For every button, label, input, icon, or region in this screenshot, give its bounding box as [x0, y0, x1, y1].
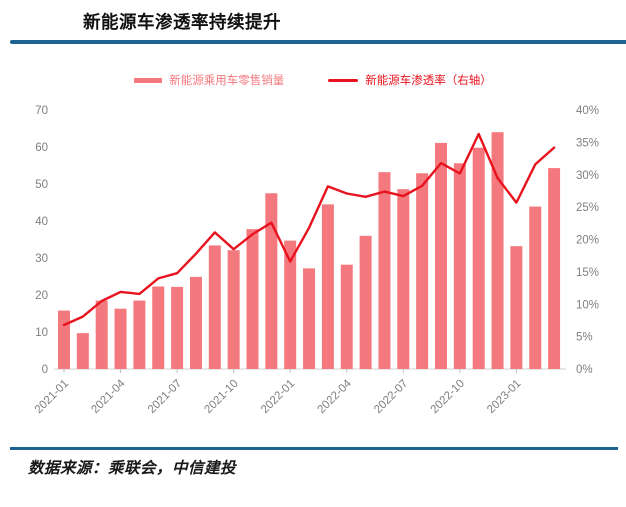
svg-text:20%: 20%	[576, 235, 599, 247]
bar-series-marker-icon	[134, 77, 163, 83]
footer-divider-rule	[10, 447, 618, 450]
nev-sales-penetration-chart: 0 10 20 30 40 50 60 70 0% 5% 10% 15% 20% 25% 30% 35% 40%…	[33, 105, 599, 416]
legend-item-penetration: 新能源车渗透率（右轴）	[328, 72, 492, 88]
svg-text:2023-01: 2023-01	[485, 378, 523, 416]
svg-text:40: 40	[35, 216, 48, 228]
svg-text:2021-07: 2021-07	[146, 378, 184, 416]
svg-text:0: 0	[42, 364, 48, 376]
chart-legend: 新能源乘用车零售销量 新能源车渗透率（右轴）	[0, 72, 626, 88]
legend-item-sales: 新能源乘用车零售销量	[134, 72, 284, 88]
legend-label-penetration: 新能源车渗透率（右轴）	[365, 75, 492, 87]
svg-text:2021-10: 2021-10	[202, 378, 240, 416]
line-series-marker-icon	[328, 78, 359, 82]
svg-text:35%: 35%	[576, 137, 599, 149]
svg-text:30%: 30%	[576, 170, 599, 182]
svg-text:2021-01: 2021-01	[33, 378, 71, 416]
svg-text:40%: 40%	[576, 105, 599, 117]
page-title: 新能源车渗透率持续提升	[83, 12, 281, 32]
svg-text:30: 30	[35, 253, 48, 265]
svg-text:2022-04: 2022-04	[316, 377, 355, 416]
legend-label-sales: 新能源乘用车零售销量	[169, 75, 285, 87]
svg-text:10: 10	[35, 327, 48, 339]
svg-text:20: 20	[35, 290, 48, 302]
title-underline-rule	[10, 40, 626, 44]
svg-text:0%: 0%	[576, 364, 593, 376]
svg-text:2021-04: 2021-04	[89, 377, 128, 416]
svg-text:5%: 5%	[576, 332, 593, 344]
svg-text:60: 60	[35, 142, 48, 154]
svg-text:70: 70	[35, 105, 48, 117]
svg-text:2022-07: 2022-07	[372, 378, 410, 416]
svg-text:2022-10: 2022-10	[429, 378, 467, 416]
source-note: 数据来源：乘联会，中信建投	[28, 460, 237, 477]
svg-text:25%: 25%	[576, 202, 599, 214]
svg-text:2022-01: 2022-01	[259, 378, 297, 416]
svg-text:50: 50	[35, 179, 48, 191]
svg-text:10%: 10%	[576, 299, 599, 311]
svg-text:15%: 15%	[576, 267, 599, 279]
